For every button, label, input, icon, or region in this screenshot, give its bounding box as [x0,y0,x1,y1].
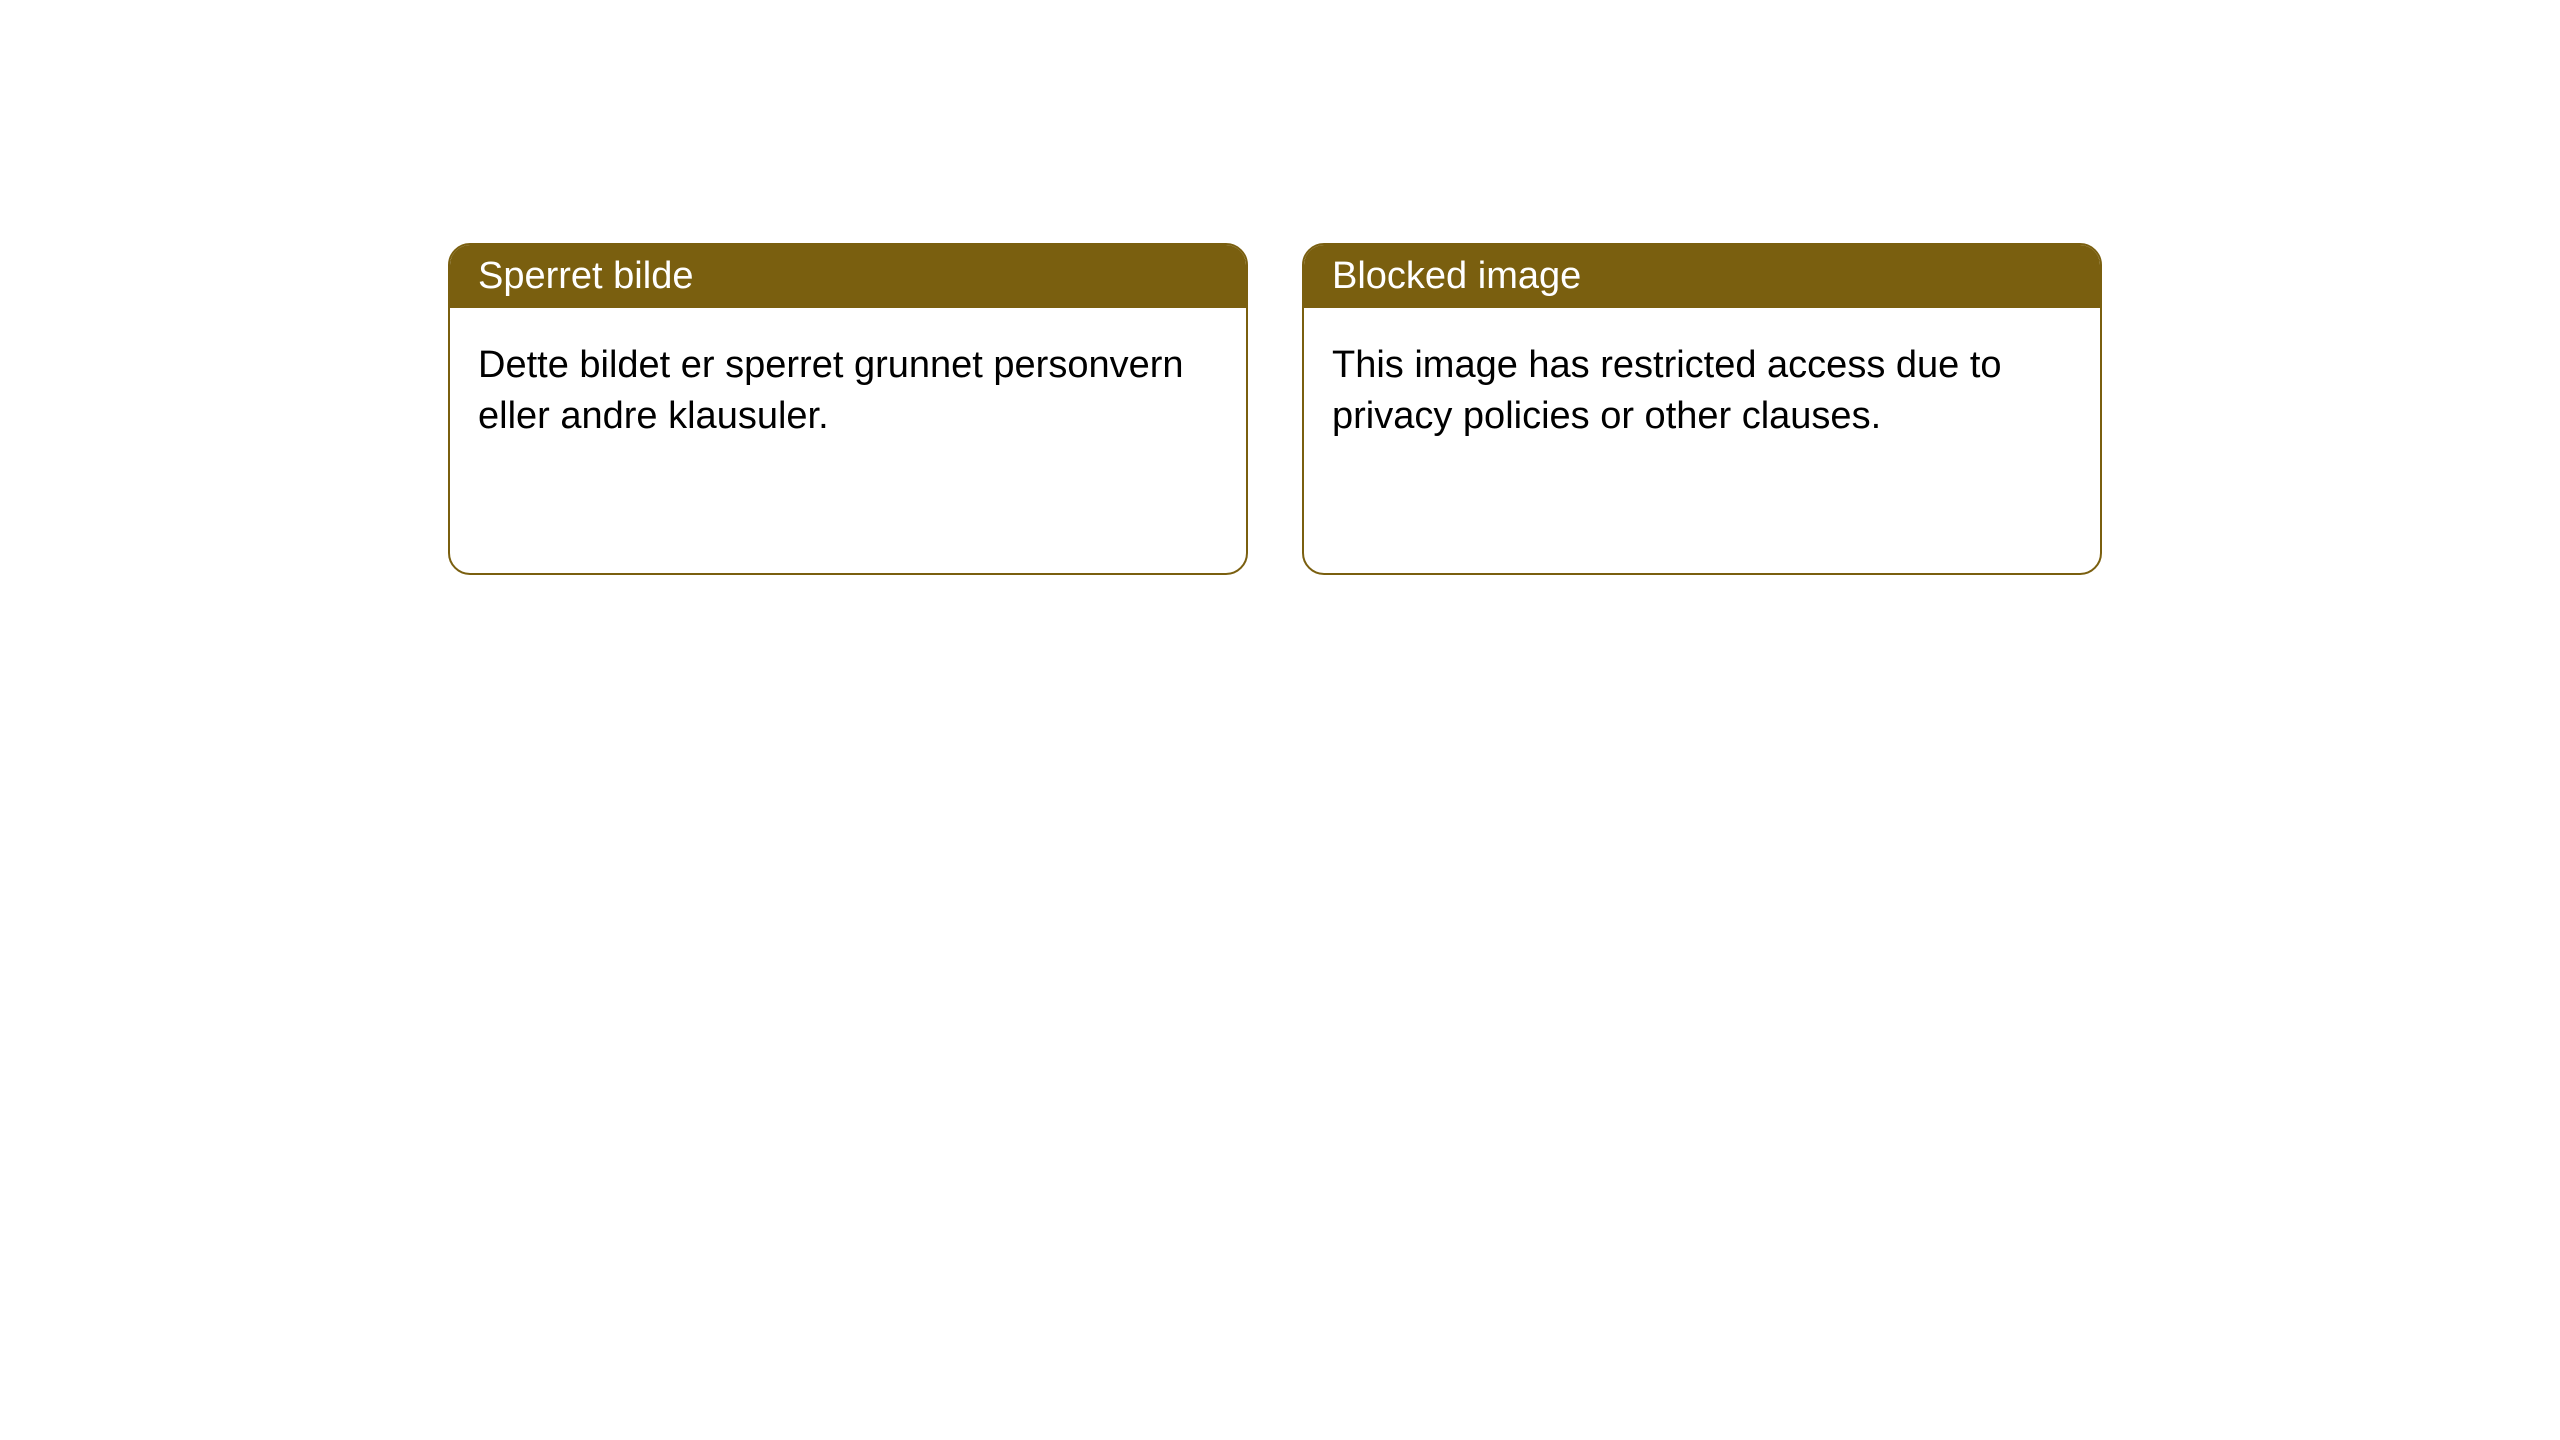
notice-card-en-header: Blocked image [1304,245,2100,308]
notice-card-no-header: Sperret bilde [450,245,1246,308]
notice-card-no-body: Dette bildet er sperret grunnet personve… [450,308,1246,475]
notice-container: Sperret bilde Dette bildet er sperret gr… [0,0,2560,575]
notice-card-en-body: This image has restricted access due to … [1304,308,2100,475]
notice-card-no: Sperret bilde Dette bildet er sperret gr… [448,243,1248,575]
notice-card-en: Blocked image This image has restricted … [1302,243,2102,575]
